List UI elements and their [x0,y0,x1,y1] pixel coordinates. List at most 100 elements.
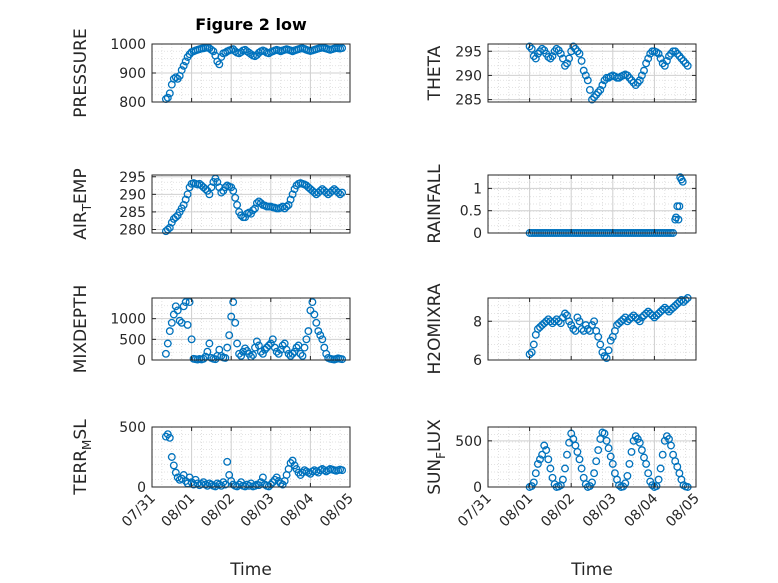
data-point [575,317,584,326]
data-point [314,327,323,336]
panel-mixdepth: 0 500 1000 MIXDEPTH [71,285,351,373]
data-point [675,202,684,211]
data-point [529,478,538,487]
data-point [533,325,542,333]
data-point [658,450,667,459]
data-point [573,313,582,322]
data-point [644,54,653,63]
data-point [179,302,188,311]
data-point [588,478,596,487]
data-point [241,482,250,491]
minor-grid [151,426,351,488]
data-point [531,54,540,63]
data-point [179,61,188,70]
y-axis-label: PRESSURE [71,28,91,117]
y-tick-label: 1 [473,181,482,197]
data-point [679,297,688,306]
data-point [161,349,170,358]
axes-box [487,426,697,488]
data-point [575,49,584,58]
data-point [669,303,678,312]
y-tick-label: 0 [137,480,146,496]
data-point [183,320,192,329]
data-point [683,61,692,70]
data-point [175,316,184,325]
series-theta [525,42,692,104]
y-axis-label: SUNFLUX [425,419,448,495]
data-point [660,61,669,70]
data-point [558,475,567,484]
data-point [604,346,613,355]
data-point [318,335,327,344]
data-point [229,186,238,195]
axes-box [487,174,697,234]
data-point [262,343,271,352]
data-point [640,66,648,75]
data-point [338,188,347,197]
data-point [233,200,242,209]
data-point [256,347,265,356]
data-point [296,349,305,358]
x-tick-label: 08/02 [198,491,238,531]
data-point [665,52,673,61]
data-point [637,446,646,455]
data-point [544,455,553,464]
data-point [171,73,180,82]
data-point [302,335,311,344]
data-point [266,339,275,348]
data-point [575,455,584,464]
data-point [165,223,174,232]
data-point [635,438,644,447]
data-point [173,306,182,315]
data-point [594,88,603,97]
data-point [565,54,574,63]
chart-title: Figure 2 low [195,15,307,34]
data-point [185,298,194,307]
y-tick-label: 0 [473,226,482,242]
data-point [282,202,291,211]
data-point [336,190,345,199]
data-point [623,317,632,326]
data-point [304,327,313,336]
y-tick-label: 800 [119,95,146,111]
data-point [548,52,557,61]
data-point [258,349,267,358]
data-point [181,195,190,204]
data-point [635,76,644,85]
data-point [671,301,680,310]
data-point [606,452,615,461]
data-point [219,478,228,487]
data-point [260,345,269,354]
y-tick-label: 290 [119,187,146,203]
data-point [623,71,632,80]
data-point [298,468,307,477]
data-point [171,468,180,477]
x-tick-label: 07/31 [455,491,495,531]
data-point [654,49,663,58]
data-point [217,188,226,197]
data-point [594,446,603,455]
data-point [637,313,646,322]
y-tick-label: 285 [119,205,146,221]
axes-box [151,174,351,234]
y-tick-label: 0 [137,353,146,369]
data-point [644,469,653,478]
x-tick-label: 08/01 [159,491,199,531]
data-point [312,318,321,327]
data-point [527,44,536,53]
axes-box [151,297,351,361]
panel-sun_flux: 0 500 SUNFLUX 07/31 08/01 08/02 08/03 08/04 08/0… [425,419,703,580]
data-point [600,429,609,438]
data-point [207,45,216,54]
data-point [590,93,599,102]
data-point [300,343,309,352]
panel-theta: 285 290 295 THETA [425,42,697,109]
data-point [536,455,544,464]
data-point [525,42,534,51]
data-point [606,336,615,345]
x-tick-label: 08/04 [277,490,317,530]
data-point [288,456,297,465]
data-point [215,60,224,69]
data-point [266,480,275,489]
